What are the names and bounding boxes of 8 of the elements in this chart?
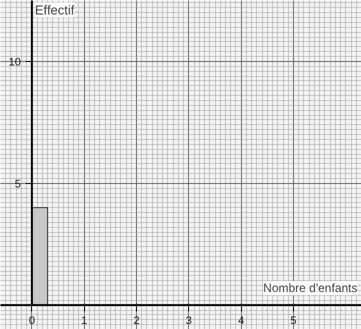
x-tick-label: 0 [28,315,35,328]
x-tick-label: 1 [81,315,88,328]
x-tick-label: 3 [186,315,192,328]
x-axis-title: Nombre d'enfants [263,281,358,296]
y-axis-title: Effectif [34,2,75,18]
x-tick-label: 4 [238,315,244,328]
x-tick-label: 2 [133,315,140,328]
x-tick-label: 5 [290,315,297,328]
